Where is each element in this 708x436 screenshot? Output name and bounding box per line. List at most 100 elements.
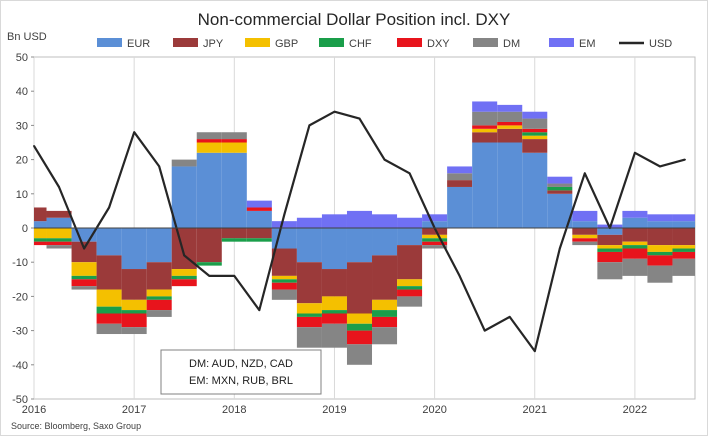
bar-dm [572, 241, 598, 246]
bar-chf [196, 262, 222, 266]
bar-dxy [397, 289, 423, 297]
bar-jpy [321, 269, 347, 297]
bar-chf [422, 238, 448, 242]
bar-dxy [647, 255, 673, 266]
bar-gbp [397, 279, 423, 287]
bar-em [647, 214, 673, 222]
y-axis-label: Bn USD [7, 31, 47, 43]
y-tick-label: -40 [12, 360, 28, 372]
bar-eur [597, 228, 623, 235]
bar-chf [46, 238, 72, 242]
line-point-usd [83, 247, 85, 250]
line-point-usd [108, 206, 111, 209]
bar-dxy [422, 241, 448, 246]
bar-dxy [271, 282, 297, 290]
bar-dm [672, 258, 695, 276]
y-tick-label: 0 [22, 223, 28, 235]
bar-jpy [296, 262, 322, 304]
legend-swatch-chf [319, 38, 344, 47]
bar-em [372, 214, 398, 228]
bar-gbp [71, 262, 97, 276]
bar-em [246, 200, 272, 208]
legend-swatch-dxy [397, 38, 422, 47]
bar-eur [472, 142, 498, 228]
bar-chf [622, 245, 648, 249]
bar-eur [271, 228, 297, 249]
line-point-usd [408, 172, 411, 175]
bar-jpy [372, 255, 398, 300]
line-point-usd [583, 172, 586, 175]
line-point-usd [133, 131, 136, 134]
bar-dm [422, 245, 448, 249]
line-point-usd [634, 151, 636, 154]
bar-eur [447, 186, 473, 228]
line-point-usd [333, 110, 336, 113]
bar-eur [622, 217, 648, 228]
bar-dm [597, 262, 623, 280]
bar-chf [146, 296, 172, 300]
y-tick-label: 30 [16, 120, 28, 132]
bar-eur [46, 217, 72, 228]
bar-em [672, 214, 695, 222]
bar-em [271, 221, 297, 228]
line-point-usd [158, 165, 161, 168]
bar-gbp [296, 303, 322, 314]
bar-dxy [71, 279, 97, 287]
bar-eur [221, 152, 247, 228]
bar-eur [647, 221, 673, 228]
bar-dm [321, 323, 347, 348]
legend-swatch-dm [473, 38, 498, 47]
bar-dxy [572, 238, 598, 242]
x-tick-label: 2020 [422, 404, 446, 416]
line-point-usd [283, 213, 286, 216]
annotation-line: EM: MXN, RUB, BRL [189, 375, 293, 387]
bar-chf [346, 323, 373, 331]
x-tick-label: 2018 [222, 404, 246, 416]
bar-chf [672, 248, 695, 252]
bar-dxy [472, 125, 498, 129]
bar-gbp [497, 125, 523, 129]
bar-jpy [447, 180, 473, 187]
y-tick-label: 20 [16, 155, 28, 167]
bar-gbp [96, 289, 122, 307]
bar-dm [196, 132, 222, 140]
bar-dm [647, 265, 673, 283]
bar-jpy [397, 245, 423, 280]
bar-dxy [296, 316, 322, 328]
bar-eur [121, 228, 147, 270]
bar-chf [647, 251, 673, 256]
bar-jpy [572, 228, 598, 235]
bar-chf [96, 306, 122, 314]
legend-swatch-eur [97, 38, 122, 47]
y-tick-label: -30 [12, 326, 28, 338]
bar-dxy [497, 121, 523, 126]
x-tick-label: 2021 [523, 404, 547, 416]
bar-chf [522, 132, 548, 136]
bar-jpy [422, 228, 448, 235]
annotation-frame [160, 349, 322, 395]
bar-chf [597, 248, 623, 252]
bar-jpy [246, 228, 272, 239]
annotation-box: DM: AUD, NZD, CAD EM: MXN, RUB, BRL [160, 349, 322, 395]
legend-swatch-gbp [245, 38, 270, 47]
legend-label-dxy: DXY [427, 38, 450, 50]
bar-dxy [622, 248, 648, 259]
line-point-usd [659, 165, 661, 168]
bar-gbp [46, 228, 72, 239]
bar-gbp [672, 245, 695, 249]
bar-chf [271, 279, 297, 283]
bar-dm [221, 132, 247, 140]
bar-eur [422, 221, 448, 228]
legend-swatch-em [549, 38, 574, 47]
line-point-usd [308, 124, 311, 127]
bar-gbp [146, 289, 172, 297]
line-point-usd [533, 350, 536, 353]
legend-label-em: EM [579, 38, 596, 50]
bar-gbp [572, 234, 598, 239]
line-point-usd [558, 247, 561, 250]
bar-jpy [622, 228, 648, 242]
bar-em [296, 217, 322, 228]
bar-dm [121, 327, 147, 335]
bar-jpy [547, 190, 573, 194]
